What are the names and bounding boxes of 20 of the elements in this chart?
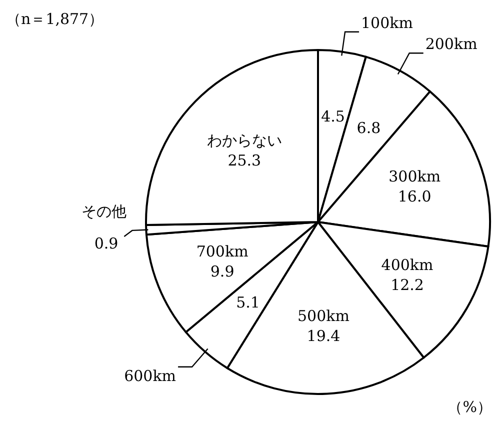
data-label: 25.3 bbox=[228, 152, 262, 170]
data-label: 16.0 bbox=[398, 188, 432, 206]
slice-label: 400km bbox=[381, 256, 434, 274]
data-label: 19.4 bbox=[306, 327, 340, 346]
slice-label: 500km bbox=[298, 307, 350, 326]
data-label: 5.1 bbox=[236, 293, 260, 312]
slice-label: 200km bbox=[425, 35, 478, 54]
data-label: 9.9 bbox=[210, 262, 234, 281]
data-label: 0.9 bbox=[94, 234, 118, 252]
slice-label: わからない bbox=[206, 132, 282, 150]
data-label: 12.2 bbox=[390, 276, 424, 294]
slice-label: 700km bbox=[196, 242, 248, 261]
text: （%） bbox=[448, 398, 492, 416]
text: （n＝1,877） bbox=[6, 10, 104, 28]
slice-label: 100km bbox=[361, 14, 413, 32]
data-label: 6.8 bbox=[356, 119, 381, 138]
data-label: 4.5 bbox=[321, 107, 345, 126]
slice-label: その他 bbox=[82, 202, 127, 220]
slice-label: 300km bbox=[388, 168, 441, 186]
slice-label: 600km bbox=[124, 366, 176, 385]
